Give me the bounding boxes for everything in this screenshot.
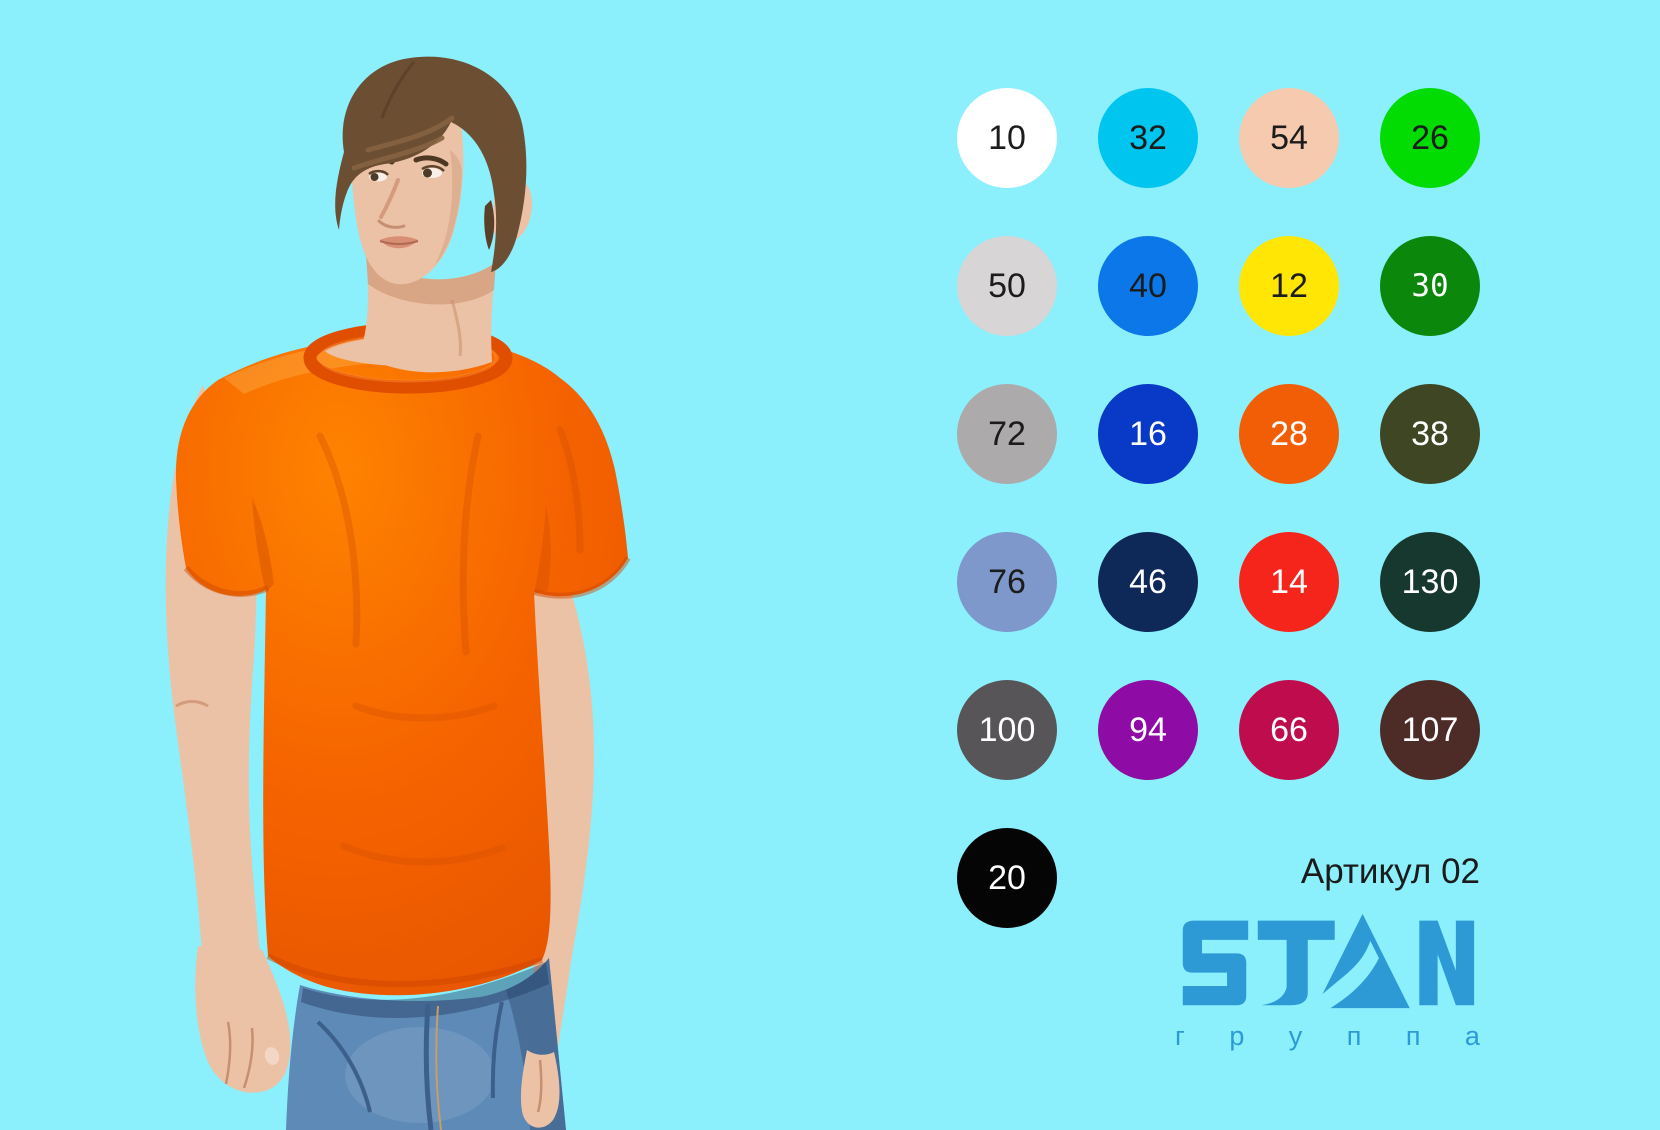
color-swatch-40[interactable]: 40 bbox=[1098, 236, 1198, 336]
article-label: Артикул 02 bbox=[1300, 852, 1480, 891]
color-swatch-20[interactable]: 20 bbox=[957, 828, 1057, 928]
swatch-code: 38 bbox=[1411, 415, 1449, 453]
swatch-code: 40 bbox=[1129, 267, 1167, 305]
swatch-code: 20 bbox=[988, 859, 1026, 897]
swatch-code: 12 bbox=[1270, 267, 1308, 305]
color-swatch-32[interactable]: 32 bbox=[1098, 88, 1198, 188]
swatch-code: 72 bbox=[988, 415, 1026, 453]
model-eyebrow bbox=[413, 155, 449, 167]
swatch-code: 30 bbox=[1411, 267, 1449, 304]
color-swatch-107[interactable]: 107 bbox=[1380, 680, 1480, 780]
logo-swoosh-cut bbox=[1303, 940, 1379, 1012]
color-swatch-30[interactable]: 30 bbox=[1380, 236, 1480, 336]
logo-letter-t bbox=[1257, 920, 1335, 1006]
color-swatch-26[interactable]: 26 bbox=[1380, 88, 1480, 188]
swatch-code: 50 bbox=[988, 267, 1026, 305]
color-swatch-130[interactable]: 130 bbox=[1380, 532, 1480, 632]
color-swatch-66[interactable]: 66 bbox=[1239, 680, 1339, 780]
stan-logo-wordmark bbox=[1182, 913, 1475, 1012]
color-swatch-grid: 10 32 54 26 50 40 12 30 72 16 28 38 76 46 14 130 100 94 66… bbox=[957, 88, 1480, 928]
logo-letter-s bbox=[1182, 920, 1249, 1006]
model-jeans bbox=[286, 958, 566, 1130]
color-swatch-54[interactable]: 54 bbox=[1239, 88, 1339, 188]
model-left-hand bbox=[195, 946, 291, 1093]
color-swatch-38[interactable]: 38 bbox=[1380, 384, 1480, 484]
color-swatch-46[interactable]: 46 bbox=[1098, 532, 1198, 632]
model-head bbox=[335, 56, 533, 373]
color-swatch-72[interactable]: 72 bbox=[957, 384, 1057, 484]
brand-subtitle-letter: а bbox=[1464, 1021, 1480, 1051]
swatch-code: 10 bbox=[988, 119, 1026, 157]
brand-subtitle-letter: г bbox=[1175, 1021, 1185, 1051]
brand-subtitle-letter: п bbox=[1405, 1021, 1421, 1051]
swatch-code: 100 bbox=[978, 711, 1036, 749]
swatch-code: 28 bbox=[1270, 415, 1308, 453]
color-swatch-50[interactable]: 50 bbox=[957, 236, 1057, 336]
color-swatch-28[interactable]: 28 bbox=[1239, 384, 1339, 484]
swatch-code: 16 bbox=[1129, 415, 1167, 453]
color-swatch-12[interactable]: 12 bbox=[1239, 236, 1339, 336]
swatch-code: 26 bbox=[1411, 119, 1449, 157]
swatch-code: 66 bbox=[1270, 711, 1308, 749]
model-right-hand bbox=[520, 1050, 560, 1128]
brand-subtitle-letter: у bbox=[1288, 1021, 1303, 1051]
swatch-code: 54 bbox=[1270, 119, 1308, 157]
swatch-code: 76 bbox=[988, 563, 1026, 601]
logo-letter-n bbox=[1419, 920, 1475, 1006]
brand-subtitle-letter: р bbox=[1229, 1021, 1245, 1051]
color-swatch-16[interactable]: 16 bbox=[1098, 384, 1198, 484]
swatch-code: 107 bbox=[1401, 711, 1459, 749]
swatch-code: 14 bbox=[1270, 563, 1308, 601]
model-photo bbox=[165, 56, 631, 1130]
model-hair bbox=[335, 56, 527, 272]
swatch-code: 130 bbox=[1401, 563, 1459, 601]
swatch-code: 46 bbox=[1129, 563, 1167, 601]
swatch-code: 32 bbox=[1129, 119, 1167, 157]
color-swatch-100[interactable]: 100 bbox=[957, 680, 1057, 780]
swatch-code: 94 bbox=[1129, 711, 1167, 749]
color-swatch-94[interactable]: 94 bbox=[1098, 680, 1198, 780]
color-swatch-10[interactable]: 10 bbox=[957, 88, 1057, 188]
model-lips bbox=[380, 236, 418, 249]
model-nose bbox=[379, 178, 400, 219]
color-swatch-14[interactable]: 14 bbox=[1239, 532, 1339, 632]
color-swatch-76[interactable]: 76 bbox=[957, 532, 1057, 632]
brand-subtitle-letter: п bbox=[1346, 1021, 1362, 1051]
